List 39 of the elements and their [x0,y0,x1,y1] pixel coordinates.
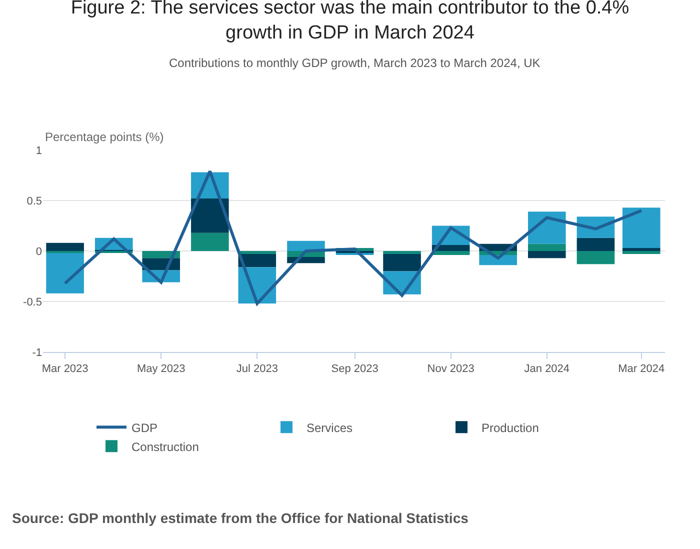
y-tick-label: 0 [36,246,42,258]
bar [622,248,660,251]
legend-label: GDP [132,420,158,435]
x-tick-label: Jan 2024 [524,363,570,376]
bar [576,238,615,251]
chart-subtitle: Contributions to monthly GDP growth, March 2023 to March 2024, UK [169,56,540,70]
bar [238,254,276,268]
line-series [64,170,643,306]
bar [528,251,566,258]
y-tick-label: -0.5 [23,296,42,308]
bar [383,251,421,254]
legend-label: Construction [132,440,199,454]
y-tick-label: 1 [36,144,42,157]
bar [479,255,517,266]
bar [191,232,229,251]
chart-title: Figure 2: The services sector was the main contributor to the 0.4% growth in GDP in March 2024 [70,0,630,44]
x-tick-label: Nov 2023 [427,363,474,376]
bar [287,240,325,251]
legend-label: Services [306,420,353,435]
y-axis-title: Percentage points (%) [45,130,164,144]
bar [432,251,470,256]
bar [46,242,84,251]
y-tick-label: -1 [32,346,42,359]
x-tick-label: May 2023 [136,363,186,376]
y-tick-label: 0.5 [26,195,42,208]
bar [383,254,421,272]
bar [46,253,84,294]
bar [528,244,566,251]
bar [142,251,180,258]
bar [622,208,660,248]
x-tick-label: Mar 2023 [42,363,88,376]
x-tick-label: Jul 2023 [236,363,278,376]
bar [576,251,615,264]
bar [622,251,660,254]
source-note: Source: GDP monthly estimate from the Office for National Statistics [12,510,469,526]
x-tick-label: Mar 2024 [618,363,665,376]
bar [238,251,276,254]
legend-label: Production [482,420,539,435]
x-tick-label: Sep 2023 [331,363,378,376]
